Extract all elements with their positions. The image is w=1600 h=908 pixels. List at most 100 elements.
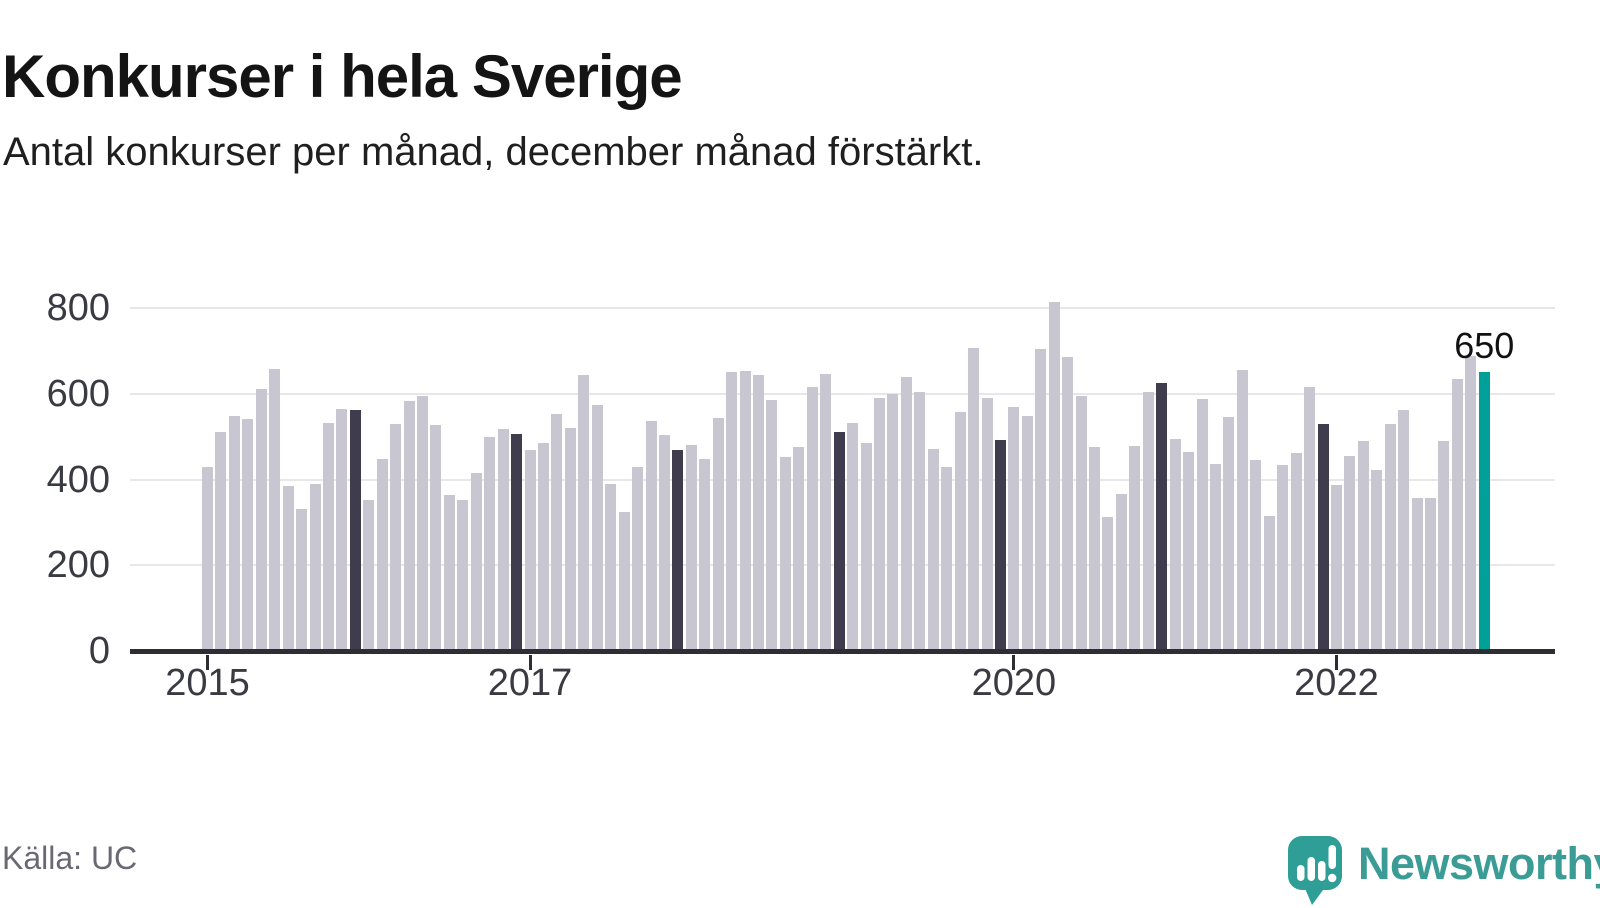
bar <box>215 432 227 651</box>
x-axis-label: 2022 <box>1294 662 1379 704</box>
bar-latest-month <box>1478 372 1490 651</box>
bar <box>1196 398 1208 651</box>
bar <box>847 422 859 651</box>
bar <box>363 500 375 651</box>
bar <box>1048 301 1060 651</box>
bar <box>1384 423 1396 651</box>
bar <box>1236 370 1248 651</box>
bar <box>941 466 953 651</box>
bar <box>820 374 832 651</box>
bar <box>1411 497 1423 651</box>
bar <box>242 419 254 651</box>
bar <box>578 375 590 651</box>
bar-december <box>511 433 523 651</box>
bar <box>793 447 805 651</box>
y-axis-label: 200 <box>46 544 110 587</box>
bar <box>1008 406 1020 651</box>
bar <box>336 409 348 651</box>
bar <box>1371 470 1383 651</box>
bar <box>376 458 388 651</box>
bar <box>1075 395 1087 651</box>
bar <box>1035 348 1047 651</box>
x-axis-line <box>130 649 1555 654</box>
bar <box>202 467 213 651</box>
newsworthy-logo: Newsworthy <box>1280 830 1600 905</box>
bar <box>658 434 670 651</box>
newsworthy-logo-icon <box>1288 836 1342 905</box>
bar <box>1169 438 1181 651</box>
bar <box>605 483 617 651</box>
x-axis-tick <box>528 655 532 670</box>
bar <box>766 399 778 651</box>
bar <box>1062 357 1074 651</box>
bar <box>1102 516 1114 651</box>
bar <box>954 411 966 651</box>
bar <box>255 389 267 651</box>
x-axis-label: 2017 <box>487 662 573 704</box>
bar <box>538 443 549 651</box>
bar-december <box>1317 423 1329 651</box>
bar <box>484 436 496 651</box>
gridline <box>130 307 1555 309</box>
bar <box>282 485 294 651</box>
bar <box>430 424 442 651</box>
bar <box>443 494 455 651</box>
bar <box>1304 387 1316 651</box>
bar <box>1223 417 1235 651</box>
chart-title: Konkurser i hela Sverige <box>2 43 683 111</box>
bar <box>981 398 993 651</box>
bar <box>806 387 818 651</box>
bar <box>322 423 334 651</box>
bar <box>685 445 697 651</box>
bar <box>457 499 469 651</box>
bar <box>524 450 536 651</box>
bar <box>726 372 738 651</box>
bar <box>860 443 872 651</box>
bar <box>390 423 402 651</box>
bar <box>618 512 630 651</box>
bar <box>551 413 563 651</box>
bar <box>1290 452 1302 651</box>
bar <box>564 428 576 651</box>
y-axis-label: 400 <box>46 458 110 501</box>
bar <box>1089 447 1101 651</box>
bar <box>753 374 765 651</box>
bar-chart: 0 200 400 600 800 2015 2017 2020 2022 650 <box>46 287 1555 704</box>
bar <box>417 396 429 651</box>
bar <box>591 404 603 651</box>
bar <box>874 398 885 651</box>
bar <box>1330 484 1342 651</box>
bar-december <box>994 440 1006 651</box>
newsworthy-wordmark: Newsworthy <box>1358 838 1600 889</box>
bar <box>1250 460 1262 651</box>
bar <box>228 416 240 651</box>
bar <box>887 393 899 651</box>
y-axis-label: 0 <box>88 630 110 672</box>
y-axis-label: 600 <box>46 372 110 415</box>
bar <box>1021 416 1033 651</box>
x-axis-label: 2015 <box>165 662 250 704</box>
bar <box>927 449 939 651</box>
bar-december <box>349 410 361 651</box>
bar <box>1183 451 1195 651</box>
bar <box>739 370 751 651</box>
bar <box>296 508 308 651</box>
bar <box>309 483 321 651</box>
chart-subtitle: Antal konkurser per månad, december måna… <box>3 130 984 174</box>
y-axis-label: 800 <box>46 287 110 329</box>
bar <box>1210 464 1221 651</box>
bar <box>900 377 912 651</box>
bar <box>1277 465 1289 651</box>
bar-december <box>833 432 845 651</box>
bar <box>1451 379 1463 651</box>
x-axis-tick <box>1012 655 1016 670</box>
bar <box>712 417 724 651</box>
bar <box>1465 356 1477 651</box>
bar <box>914 391 926 651</box>
x-axis-tick <box>1334 655 1338 670</box>
bar <box>470 473 482 651</box>
x-axis-tick <box>206 655 209 670</box>
x-axis-label: 2020 <box>971 662 1057 704</box>
bar <box>1263 515 1275 651</box>
bar <box>269 368 281 651</box>
